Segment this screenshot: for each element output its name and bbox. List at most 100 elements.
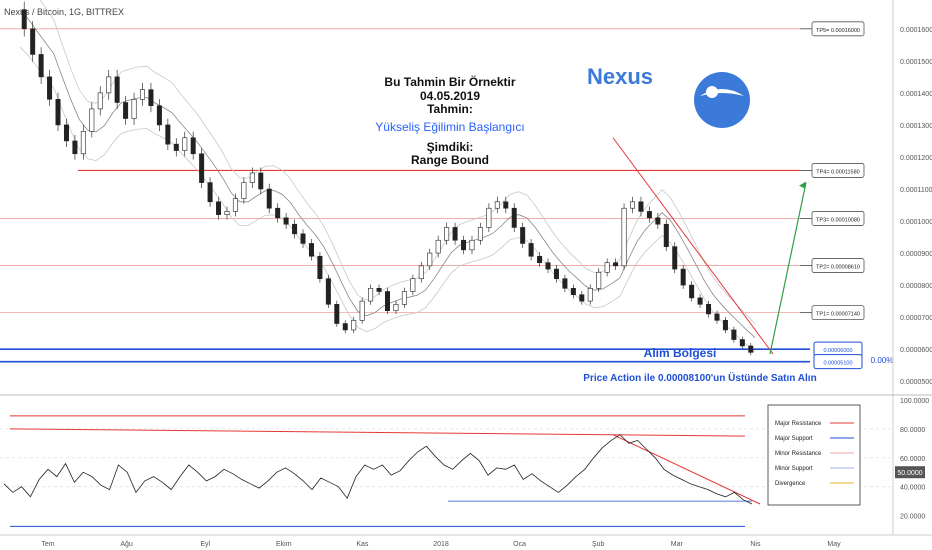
target-label-0: TP5= 0.00016000 [816, 28, 860, 34]
legend-label-3: Minor Support [775, 466, 813, 472]
candle-body [351, 320, 357, 331]
candle-body [258, 172, 264, 190]
candle-body [325, 278, 331, 305]
note-prediction-label: Tahmin: [427, 102, 473, 116]
candle-body [182, 137, 188, 151]
candle-body [89, 108, 95, 132]
candle-body [444, 227, 450, 241]
osc-trend-line [612, 434, 761, 505]
osc-tick-label-1: 80.0000 [900, 427, 925, 434]
osc-level-major-resistance-2 [9, 428, 746, 437]
candle-body [731, 329, 737, 340]
price-tick-label-11: 0.00005000 [900, 379, 932, 386]
candle-body [21, 9, 27, 30]
candle-body [190, 137, 196, 155]
candle-body [106, 76, 112, 94]
time-tick-label-1: Ağu [120, 541, 133, 548]
candle-body [511, 207, 517, 228]
osc-tick-label-2: 60.0000 [900, 456, 925, 463]
candle-body [63, 124, 69, 142]
candle-body [689, 284, 695, 299]
candle-body [283, 217, 289, 225]
pct-label: 0.00% [870, 356, 894, 365]
candle-body [418, 265, 424, 279]
target-box-1 [811, 163, 865, 178]
symbol-label: Nexus / Bitcoin, 1G, BITTREX [4, 7, 125, 17]
candle-body [427, 252, 433, 267]
price-tick-label-0: 0.00016000 [900, 27, 932, 34]
candle-body [638, 201, 644, 212]
candle-body [587, 287, 593, 302]
legend-label-0: Major Resistance [775, 421, 822, 427]
time-tick-label-6: Oca [513, 541, 526, 548]
projection-arrowhead [799, 181, 806, 189]
candle-body [292, 223, 298, 235]
candle-body [359, 300, 365, 321]
candle-body [739, 339, 745, 347]
candle-body [165, 124, 171, 145]
time-tick-label-0: Tem [41, 541, 54, 548]
candle-body [672, 246, 678, 270]
candle-body [131, 99, 137, 119]
candle-body [368, 287, 374, 302]
candle-body [562, 278, 568, 289]
candle-body [520, 227, 526, 244]
band-lower [19, 46, 756, 353]
candle-body [123, 102, 129, 119]
candle-body [570, 287, 576, 295]
nexus-logo-circle [694, 72, 750, 128]
candle-body [30, 28, 36, 55]
time-tick-label-3: Ekim [276, 541, 292, 548]
candle-body [224, 211, 230, 215]
note-now-label: Şimdiki: [426, 140, 474, 154]
legend-label-2: Minor Resistance [775, 451, 822, 457]
note-example: Bu Tahmin Bir Örnektir [384, 75, 516, 89]
time-tick-label-8: Mar [671, 541, 684, 548]
candle-body [706, 304, 712, 315]
candle-body [697, 297, 703, 305]
candle-body [655, 217, 661, 225]
candle-body [38, 54, 44, 78]
osc-current-box [895, 466, 925, 479]
candle-body [334, 304, 340, 324]
buy-zone-label-1: 0.00005100 [823, 361, 852, 367]
buy-note: Price Action ile 0.00008100'un Üstünde S… [583, 373, 817, 384]
buy-zone-box-1 [813, 354, 863, 370]
time-tick-label-7: Şub [592, 541, 605, 548]
time-tick-label-9: Nis [750, 541, 761, 548]
candle-body [545, 262, 551, 270]
buy-zone-label-0: 0.00006000 [823, 348, 852, 354]
nexus-logo-dot [706, 86, 718, 98]
candle-body [55, 99, 61, 126]
target-label-2: TP3= 0.00010080 [816, 217, 860, 223]
candle-body [80, 131, 86, 155]
candle-body [494, 201, 500, 209]
candle-body [613, 262, 619, 267]
candle-body [199, 153, 205, 183]
osc-tick-label-5: 20.0000 [900, 514, 925, 521]
target-label-3: TP2= 0.00008610 [816, 265, 860, 271]
target-box-0 [811, 21, 865, 37]
legend-label-1: Major Support [775, 436, 813, 442]
candle-body [308, 243, 314, 257]
target-box-2 [811, 211, 865, 226]
band-upper [39, 0, 756, 324]
candle-body [173, 143, 179, 151]
candle-body [232, 198, 238, 212]
candle-body [646, 211, 652, 219]
candle-body [266, 188, 272, 209]
candle-body [114, 76, 120, 103]
legend-box [767, 404, 861, 506]
candle-body [435, 239, 441, 254]
projection-line [769, 182, 807, 355]
candle-body [241, 182, 247, 199]
candle-body [140, 89, 146, 100]
candle-body [384, 291, 390, 312]
candle-body [528, 243, 534, 257]
candle-body [72, 140, 78, 155]
candle-body [216, 201, 222, 215]
candle-body [714, 313, 720, 321]
